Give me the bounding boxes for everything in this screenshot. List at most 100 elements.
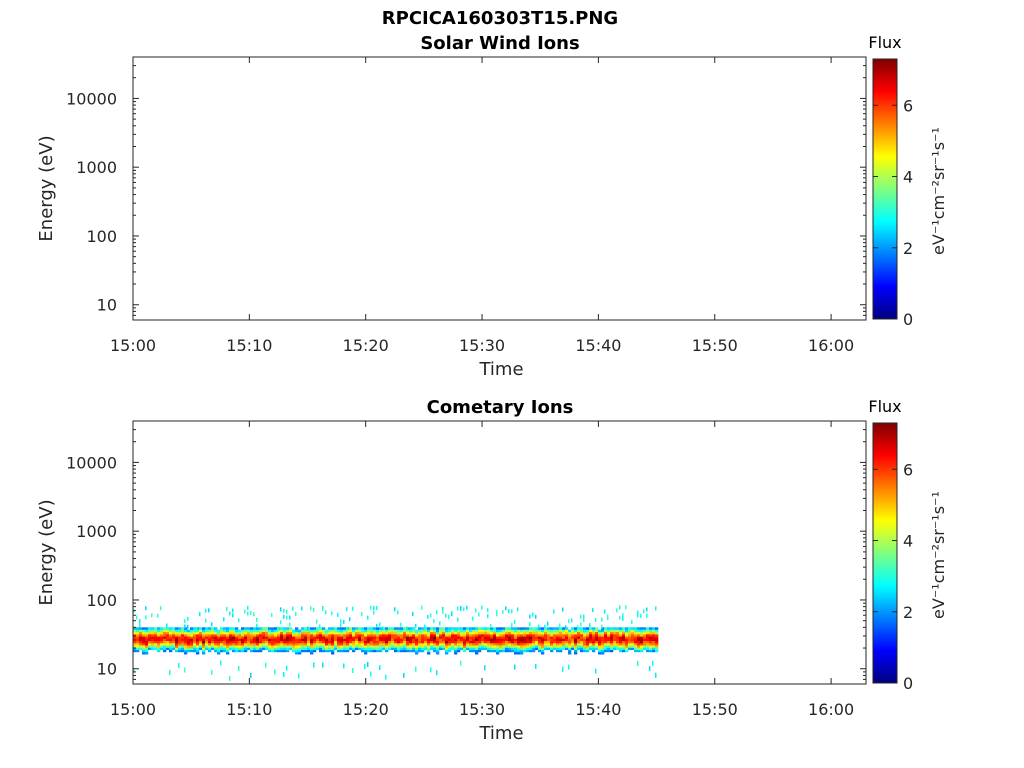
- flux-cell: [517, 640, 521, 644]
- flux-cell: [211, 647, 215, 650]
- flux-cell: [166, 634, 170, 637]
- flux-cell: [286, 634, 290, 637]
- flux-cell: [193, 649, 197, 653]
- flux-cell: [142, 643, 146, 646]
- flux-cell: [595, 631, 599, 635]
- flux-cell: [181, 645, 185, 648]
- flux-cell: [160, 636, 164, 639]
- flux-cell: [625, 645, 629, 648]
- flux-cell: [298, 631, 302, 635]
- flux-cell: [619, 649, 623, 653]
- flux-cell: [388, 627, 392, 630]
- flux-cell: [646, 640, 650, 644]
- flux-cell: [283, 647, 287, 650]
- flux-cell: [313, 640, 317, 644]
- flux-cell: [346, 638, 350, 641]
- flux-cell: [193, 631, 197, 635]
- flux-cell: [616, 636, 620, 639]
- flux-cell: [334, 645, 338, 648]
- flux-cell: [322, 627, 326, 630]
- flux-cell: [328, 640, 332, 644]
- colorbar-tick-label: 0: [903, 310, 913, 329]
- flux-speckle: [145, 606, 147, 611]
- flux-cell: [493, 647, 497, 650]
- flux-cell: [601, 629, 605, 633]
- flux-cell: [256, 643, 260, 646]
- flux-cell: [556, 629, 560, 633]
- flux-cell: [208, 629, 212, 633]
- flux-cell: [427, 652, 431, 655]
- flux-cell: [586, 645, 590, 648]
- flux-cell: [358, 638, 362, 641]
- flux-cell: [250, 631, 254, 635]
- flux-cell: [358, 627, 362, 630]
- flux-speckle: [427, 615, 429, 619]
- flux-speckle: [184, 667, 186, 673]
- flux-cell: [133, 638, 137, 641]
- flux-cell: [460, 627, 464, 630]
- flux-cell: [280, 631, 284, 635]
- flux-cell: [553, 631, 557, 635]
- flux-cell: [448, 627, 452, 630]
- flux-cell: [526, 640, 530, 644]
- flux-cell: [208, 627, 212, 630]
- flux-cell: [187, 634, 191, 637]
- flux-speckle: [532, 612, 534, 617]
- flux-cell: [220, 647, 224, 650]
- flux-cell: [553, 643, 557, 646]
- flux-cell: [394, 627, 398, 630]
- flux-cell: [403, 636, 407, 639]
- flux-cell: [559, 640, 563, 644]
- flux-cell: [625, 631, 629, 635]
- flux-cell: [415, 640, 419, 644]
- flux-cell: [163, 643, 167, 646]
- x-tick-label: 15:30: [459, 336, 505, 355]
- flux-cell: [259, 645, 263, 648]
- flux-cell: [391, 634, 395, 637]
- flux-cell: [196, 631, 200, 635]
- flux-cell: [163, 631, 167, 635]
- flux-cell: [496, 638, 500, 641]
- flux-cell: [352, 640, 356, 644]
- flux-cell: [184, 643, 188, 646]
- flux-cell: [442, 643, 446, 646]
- flux-cell: [487, 643, 491, 646]
- flux-cell: [553, 636, 557, 639]
- flux-cell: [583, 634, 587, 637]
- flux-cell: [520, 647, 524, 650]
- flux-cell: [253, 643, 257, 646]
- flux-cell: [280, 627, 284, 630]
- flux-cell: [202, 627, 206, 630]
- flux-cell: [205, 627, 209, 630]
- flux-cell: [274, 649, 278, 653]
- flux-cell: [619, 631, 623, 635]
- flux-cell: [184, 631, 188, 635]
- flux-cell: [298, 634, 302, 637]
- flux-cell: [316, 634, 320, 637]
- flux-cell: [214, 636, 218, 639]
- flux-cell: [595, 636, 599, 639]
- flux-cell: [535, 631, 539, 635]
- flux-cell: [622, 638, 626, 641]
- flux-cell: [655, 638, 659, 641]
- flux-cell: [433, 638, 437, 641]
- flux-cell: [652, 640, 656, 644]
- flux-cell: [457, 643, 461, 646]
- flux-cell: [190, 634, 194, 637]
- flux-cell: [403, 634, 407, 637]
- flux-cell: [202, 640, 206, 644]
- flux-cell: [223, 649, 227, 653]
- flux-cell: [403, 647, 407, 650]
- flux-cell: [628, 640, 632, 644]
- flux-cell: [580, 629, 584, 633]
- flux-cell: [583, 643, 587, 646]
- flux-cell: [211, 629, 215, 633]
- flux-cell: [385, 643, 389, 646]
- flux-cell: [442, 645, 446, 648]
- flux-speckle: [619, 615, 621, 620]
- flux-cell: [481, 647, 485, 650]
- flux-cell: [571, 636, 575, 639]
- flux-cell: [595, 645, 599, 648]
- flux-cell: [433, 649, 437, 653]
- flux-cell: [565, 643, 569, 646]
